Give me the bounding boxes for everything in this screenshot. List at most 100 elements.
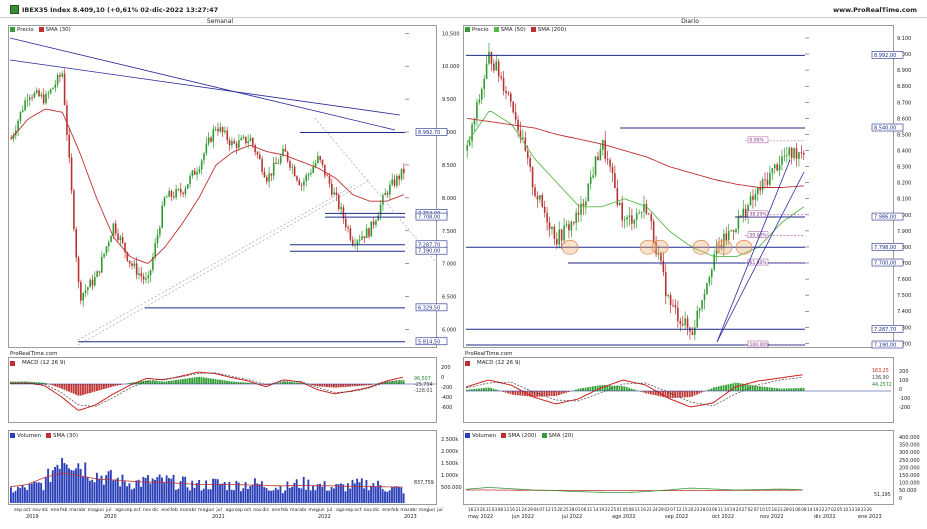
volume-bar (161, 477, 163, 503)
price-candle (592, 175, 594, 178)
level-label-box (871, 51, 904, 59)
volume-bar (398, 486, 400, 503)
price-candle (386, 192, 389, 195)
level-label: 7.190,00 (874, 343, 896, 349)
macd-histogram-bar (219, 379, 221, 384)
weekly-trendline-dashed (77, 184, 356, 341)
price-candle (587, 183, 590, 202)
volume-bar (70, 470, 73, 503)
price-candle (468, 141, 471, 146)
price-candle (233, 141, 236, 144)
daily-macd-panel[interactable] (463, 357, 894, 423)
price-candle (107, 242, 110, 247)
y-tick-label: 0 (899, 496, 902, 502)
legend-label: SMA (30) (45, 27, 71, 33)
price-candle (196, 172, 198, 175)
price-candle (389, 184, 391, 195)
x-tick-label: 26 (480, 507, 486, 512)
macd-histogram-bar (174, 380, 177, 384)
price-candle (800, 152, 803, 154)
site-name[interactable]: www.ProRealTime.com (833, 6, 917, 14)
macd-histogram-bar (193, 377, 196, 384)
macd-histogram-bar (746, 384, 749, 391)
price-candle (391, 179, 394, 185)
volume-bar (400, 487, 403, 503)
price-candle (235, 143, 238, 148)
macd-histogram-bar (696, 391, 698, 395)
macd-histogram-bar (766, 387, 769, 391)
x-tick-label: 14 (724, 507, 730, 512)
x-tick-label: 21 (516, 507, 522, 512)
price-candle (89, 279, 91, 288)
macd-histogram-bar (184, 378, 187, 384)
macd-histogram-bar (165, 381, 168, 384)
volume-bar (98, 478, 101, 503)
y-tick-label: 8.700 (897, 100, 911, 106)
volume-bar (372, 483, 375, 503)
macd-histogram-bar (42, 382, 45, 384)
macd-histogram-bar (49, 384, 52, 385)
price-candle (577, 212, 580, 215)
macd-histogram-bar (107, 384, 110, 388)
macd-histogram-bar (119, 384, 122, 385)
legend-label: Precio (472, 27, 489, 33)
x-tick-label: 15 (551, 507, 557, 512)
price-candle (594, 156, 597, 176)
x-tick-label: 11 (635, 507, 641, 512)
price-candle (720, 244, 723, 249)
daily-volume-panel[interactable] (463, 430, 894, 505)
y-tick-label: 7.500 (442, 229, 456, 235)
price-candle (303, 181, 305, 186)
macd-histogram-bar (620, 386, 623, 391)
weekly-macd-panel[interactable] (8, 357, 437, 423)
x-tick-label: jun (96, 507, 104, 513)
x-month-label: ago 2022 (612, 514, 636, 520)
daily-sma50-line (466, 110, 805, 258)
volume-bar (330, 487, 333, 503)
price-candle (147, 275, 150, 279)
macd-histogram-bar (156, 381, 159, 384)
legend-swatch-icon (465, 27, 470, 32)
price-candle (539, 195, 541, 200)
macd-histogram-bar (370, 384, 373, 385)
macd-histogram-bar (326, 384, 328, 388)
macd-histogram-bar (337, 384, 340, 388)
macd-histogram-bar (589, 386, 592, 391)
price-candle (771, 168, 774, 173)
x-tick-label: 28 (700, 507, 706, 512)
price-candle (531, 167, 534, 188)
volume-bar (230, 489, 233, 503)
daily-sma200-line (467, 117, 804, 188)
volume-bar (284, 490, 287, 503)
volume-bar (370, 485, 373, 503)
macd-histogram-bar (778, 388, 781, 391)
x-tick-label: feb (391, 507, 398, 513)
x-tick-label: 08 (629, 507, 635, 512)
price-candle (317, 156, 319, 163)
volume-bar (37, 482, 40, 503)
macd-histogram-bar (652, 391, 655, 395)
y-tick-label: 2.500k (441, 437, 458, 443)
level-label: 7.708,00 (418, 215, 440, 221)
volume-bar (58, 468, 61, 503)
volume-bar (12, 492, 15, 503)
macd-histogram-bar (722, 385, 725, 391)
macd-histogram-bar (737, 382, 740, 391)
macd-histogram-bar (654, 391, 657, 396)
macd-histogram-bar (35, 382, 38, 384)
price-candle (70, 157, 73, 191)
price-candle (691, 331, 694, 335)
macd-histogram-bar (295, 382, 298, 384)
volume-bar (339, 483, 342, 503)
price-candle (723, 233, 725, 249)
macd-histogram-bar (353, 384, 356, 387)
price-candle (575, 212, 577, 224)
volume-bar (86, 477, 89, 503)
weekly-trendline-dashed (77, 179, 371, 346)
x-tick-label: 23 (694, 507, 700, 512)
macd-histogram-bar (163, 381, 166, 384)
x-tick-label: 23 (861, 507, 867, 512)
macd-histogram-bar (293, 382, 296, 384)
weekly-price-panel[interactable] (8, 25, 437, 348)
volume-bar (219, 484, 221, 503)
